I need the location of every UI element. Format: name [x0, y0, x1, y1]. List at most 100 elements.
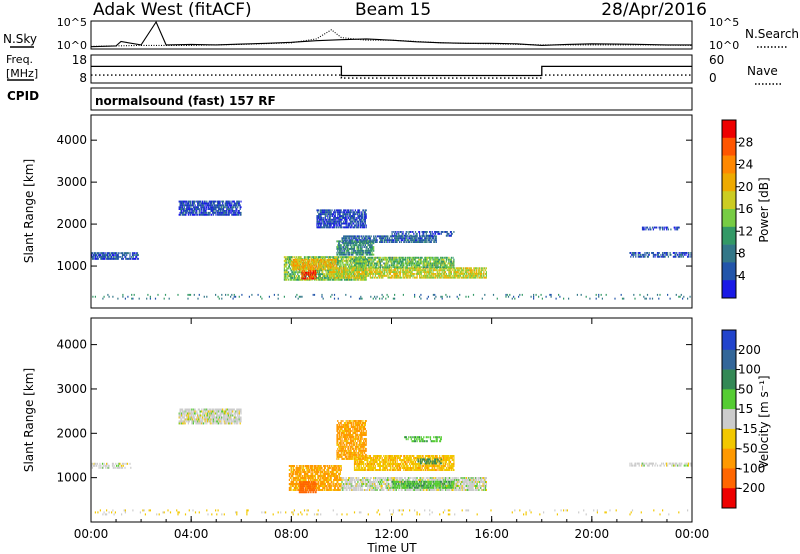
- power-cell: [384, 258, 386, 261]
- power-cell: [360, 235, 362, 238]
- power-cell: [378, 267, 380, 270]
- power-cell: [116, 257, 118, 260]
- power-cell: [687, 297, 689, 300]
- power-cell: [299, 260, 301, 263]
- velocity-cell: [289, 485, 291, 487]
- noise-panel: N.Sky 10^5 10^0 10^5 10^0 N.Search: [3, 16, 799, 52]
- power-cell: [339, 248, 341, 250]
- power-cell: [399, 260, 401, 263]
- power-cell: [354, 260, 356, 263]
- power-cell: [458, 273, 460, 275]
- power-cell: [402, 271, 404, 273]
- power-cell: [342, 249, 344, 252]
- power-cell: [444, 256, 446, 259]
- power-cell: [475, 274, 477, 277]
- power-cell: [465, 273, 467, 275]
- power-cell: [422, 271, 424, 273]
- power-cell: [338, 244, 340, 247]
- power-cell: [231, 211, 233, 214]
- power-colorbar-tick-label: 20: [738, 180, 753, 194]
- power-cell: [398, 239, 400, 242]
- power-cell: [277, 293, 279, 296]
- power-cell: [353, 275, 356, 277]
- power-cell: [416, 266, 418, 269]
- power-cell: [339, 226, 341, 229]
- power-cell: [485, 273, 487, 275]
- power-cell: [335, 256, 337, 259]
- power-cell: [381, 274, 383, 277]
- power-cell: [459, 273, 461, 275]
- power-cell: [290, 275, 292, 277]
- power-cell: [343, 267, 345, 270]
- power-cell: [412, 239, 414, 242]
- power-cell: [345, 244, 347, 247]
- power-cell: [340, 209, 342, 212]
- power-cell: [313, 277, 316, 279]
- power-cell: [332, 265, 334, 268]
- power-cell: [386, 262, 388, 265]
- power-cell: [457, 269, 459, 272]
- power-cell: [129, 257, 131, 260]
- power-cell: [465, 276, 467, 279]
- power-cell: [218, 200, 220, 203]
- power-cell: [420, 276, 422, 279]
- power-cell: [313, 271, 316, 274]
- power-cell: [324, 213, 326, 216]
- velocity-cell: [298, 475, 300, 477]
- power-cell: [226, 208, 228, 210]
- power-cell: [413, 239, 415, 242]
- power-cell: [362, 262, 364, 265]
- power-cell: [335, 226, 337, 229]
- power-cell: [403, 264, 405, 267]
- power-cell: [453, 264, 455, 267]
- power-cell: [351, 258, 353, 260]
- power-cell: [288, 271, 290, 274]
- power-cell: [348, 209, 350, 212]
- power-cell: [327, 220, 329, 223]
- power-cell: [435, 241, 437, 243]
- power-cell: [399, 258, 401, 261]
- power-cell: [406, 234, 408, 237]
- power-cell: [434, 264, 436, 267]
- power-cell: [343, 265, 345, 268]
- power-cell: [205, 206, 207, 209]
- power-cell: [360, 211, 362, 214]
- power-cell: [324, 269, 326, 272]
- power-cell: [333, 213, 335, 216]
- power-cell: [209, 204, 211, 207]
- freq-series-nave: [91, 74, 692, 79]
- power-cell: [394, 267, 396, 270]
- power-cell: [358, 217, 361, 219]
- power-cell: [231, 202, 233, 205]
- power-cell: [484, 293, 486, 296]
- power-cell: [364, 249, 366, 252]
- power-cell: [432, 235, 434, 238]
- power-cell: [428, 237, 430, 240]
- power-cell: [95, 254, 97, 256]
- power-cell: [132, 297, 134, 300]
- power-cell: [483, 269, 485, 272]
- power-cell: [429, 271, 431, 273]
- frequency-panel: Freq. [MHz] 18 8 60 0 Nave: [6, 53, 781, 85]
- power-cell: [137, 254, 139, 256]
- power-cell: [598, 295, 600, 298]
- power-cell: [389, 256, 391, 259]
- power-cell: [384, 258, 386, 261]
- power-cell: [220, 213, 222, 216]
- power-cell: [417, 260, 419, 263]
- power-cell: [343, 271, 345, 273]
- power-cell: [230, 295, 232, 298]
- power-cell: [335, 264, 337, 267]
- power-cell: [320, 260, 322, 263]
- power-cell: [291, 256, 293, 259]
- power-cell: [433, 269, 435, 272]
- power-cell: [197, 208, 199, 210]
- power-cell: [194, 200, 196, 203]
- power-cell: [285, 278, 287, 281]
- power-cell: [376, 295, 378, 298]
- power-cell: [430, 269, 432, 272]
- power-cell: [356, 276, 358, 279]
- power-cell: [428, 273, 430, 275]
- power-cell: [209, 206, 211, 209]
- power-cell: [346, 258, 348, 260]
